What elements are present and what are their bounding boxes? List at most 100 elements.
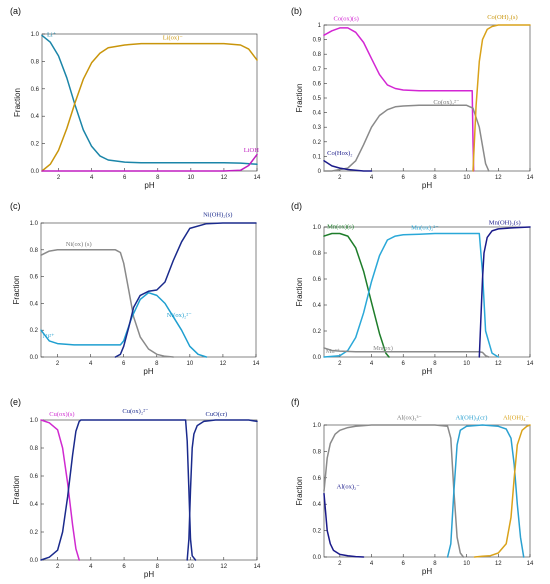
species-label: Co(ox)₂²⁻	[433, 99, 460, 106]
y-tick-label: 0.8	[30, 446, 39, 452]
series-line-4	[472, 24, 531, 172]
x-tick-label: 6	[123, 175, 127, 181]
y-tick-label: 0.4	[30, 301, 39, 307]
y-tick-label: 0.4	[31, 114, 40, 120]
species-label: Al(ox)₂⁻	[337, 483, 361, 490]
x-tick-label: 6	[402, 361, 406, 367]
y-tick-label: 0.6	[30, 275, 39, 281]
x-tick-label: 4	[370, 361, 374, 367]
x-tick-label: 10	[463, 361, 470, 367]
species-label: Co(Hox)₂	[327, 150, 352, 157]
species-label: Li(ox)⁻	[163, 34, 184, 41]
x-tick-label: 8	[155, 361, 159, 367]
y-tick-label: 0.0	[30, 355, 39, 361]
y-tick-label: 0.5	[313, 96, 322, 102]
series-line-2	[41, 42, 258, 172]
x-tick-label: 2	[338, 361, 342, 367]
species-label: Al(OH)₄⁻	[503, 415, 529, 422]
y-tick-label: 0.2	[313, 329, 322, 335]
species-label: Ni²⁺	[43, 333, 55, 340]
x-tick-label: 4	[370, 561, 374, 567]
y-tick-label: 0.4	[30, 502, 39, 508]
x-axis-title: pH	[422, 567, 432, 576]
plot-frame	[323, 24, 531, 172]
y-tick-label: 0.2	[30, 328, 39, 334]
y-tick-label: 0.6	[30, 474, 39, 480]
chart-panel-5: (e) 2 4 6 8 10 12 14 0.0 0.2 0.4 0.6 0.8 1.0 pH Fractio…	[10, 397, 261, 579]
y-tick-label: 0.1	[313, 154, 322, 160]
series-line-2	[323, 104, 490, 172]
y-tick-label: 1.0	[30, 221, 39, 227]
series-line-4	[473, 424, 531, 558]
x-tick-label: 6	[122, 361, 126, 367]
chart-panel-1: (a) 2 4 6 8 10 12 14 0.0 0.2 0.4 0.6 0.8 1.0 pH Fractio…	[10, 6, 261, 190]
x-tick-label: 6	[402, 561, 406, 567]
y-tick-label: 0.7	[313, 67, 322, 73]
x-tick-label: 12	[220, 361, 227, 367]
panel-label: (a)	[10, 6, 21, 16]
species-label: Mn(ox)₂²⁻	[411, 225, 439, 232]
y-tick-label: 0.0	[313, 555, 322, 561]
y-tick-label: 0.6	[313, 81, 322, 87]
x-tick-label: 14	[254, 564, 261, 570]
y-tick-label: 0.8	[31, 59, 40, 65]
series-line-1	[323, 232, 390, 358]
x-axis-title: pH	[422, 367, 432, 376]
species-label: Ni(ox) (s)	[66, 241, 92, 248]
species-label: Al(OH)₃(cr)	[456, 415, 488, 422]
chart-panel-2: (b) 2 4 6 8 10 12 14 0 0.1 0.2 0.3 0.4 0.5 0.6 0.7 0.8 0.…	[291, 6, 534, 190]
x-tick-label: 2	[338, 561, 342, 567]
x-tick-label: 12	[495, 175, 502, 181]
series-line-1	[323, 492, 365, 558]
y-tick-label: 0.2	[30, 530, 39, 536]
species-label: Mn²⁺	[326, 348, 341, 355]
species-label: Mn(ox)	[373, 345, 393, 352]
x-tick-label: 8	[156, 175, 160, 181]
series-line-3	[186, 419, 258, 561]
x-tick-label: 14	[527, 361, 534, 367]
x-tick-label: 12	[221, 175, 228, 181]
x-axis-title: pH	[422, 181, 432, 190]
species-label: Ni(ox)₂²⁻	[167, 312, 193, 319]
species-label: CuO(cr)	[205, 411, 227, 418]
y-tick-label: 1.0	[313, 225, 322, 231]
species-label: Cu(ox)(s)	[49, 411, 74, 418]
x-tick-label: 2	[56, 361, 60, 367]
species-label: Co(ox)(s)	[334, 16, 359, 23]
series-line-2	[40, 291, 208, 358]
plot-frame	[40, 222, 257, 358]
y-tick-label: 0.4	[313, 303, 322, 309]
panel-label: (d)	[291, 201, 302, 211]
y-tick-label: 0.8	[313, 52, 322, 58]
series-line-3	[114, 222, 257, 358]
y-tick-label: 0.6	[313, 476, 322, 482]
y-tick-label: 0.2	[313, 529, 322, 535]
series-line-2	[40, 419, 197, 561]
y-axis-title: Fraction	[12, 276, 21, 305]
x-tick-label: 10	[187, 361, 194, 367]
x-tick-label: 12	[495, 561, 502, 567]
series-line-1	[40, 419, 80, 561]
y-tick-label: 0.6	[31, 87, 40, 93]
x-tick-label: 8	[433, 175, 437, 181]
series-line-3	[323, 347, 490, 358]
species-label: LiOH	[244, 147, 259, 154]
x-tick-label: 6	[122, 564, 126, 570]
y-axis-title: Fraction	[295, 278, 304, 307]
x-tick-label: 14	[527, 561, 534, 567]
x-axis-title: pH	[144, 570, 154, 579]
series-line-3	[323, 160, 373, 172]
y-tick-label: 1.0	[31, 32, 40, 38]
y-tick-label: 0.2	[313, 140, 322, 146]
x-axis-title: pH	[143, 367, 153, 376]
y-axis-title: Fraction	[295, 477, 304, 506]
species-label: Al(ox)₃³⁻	[397, 415, 423, 422]
y-tick-label: 0.2	[31, 142, 40, 148]
x-tick-label: 14	[253, 361, 260, 367]
y-tick-label: 0.8	[313, 449, 322, 455]
species-label: Li⁺	[47, 32, 57, 39]
y-axis-title: Fraction	[13, 88, 22, 117]
x-tick-label: 8	[433, 361, 437, 367]
species-label: Co(OH)₂(s)	[487, 14, 517, 21]
series-line-1	[323, 27, 475, 172]
